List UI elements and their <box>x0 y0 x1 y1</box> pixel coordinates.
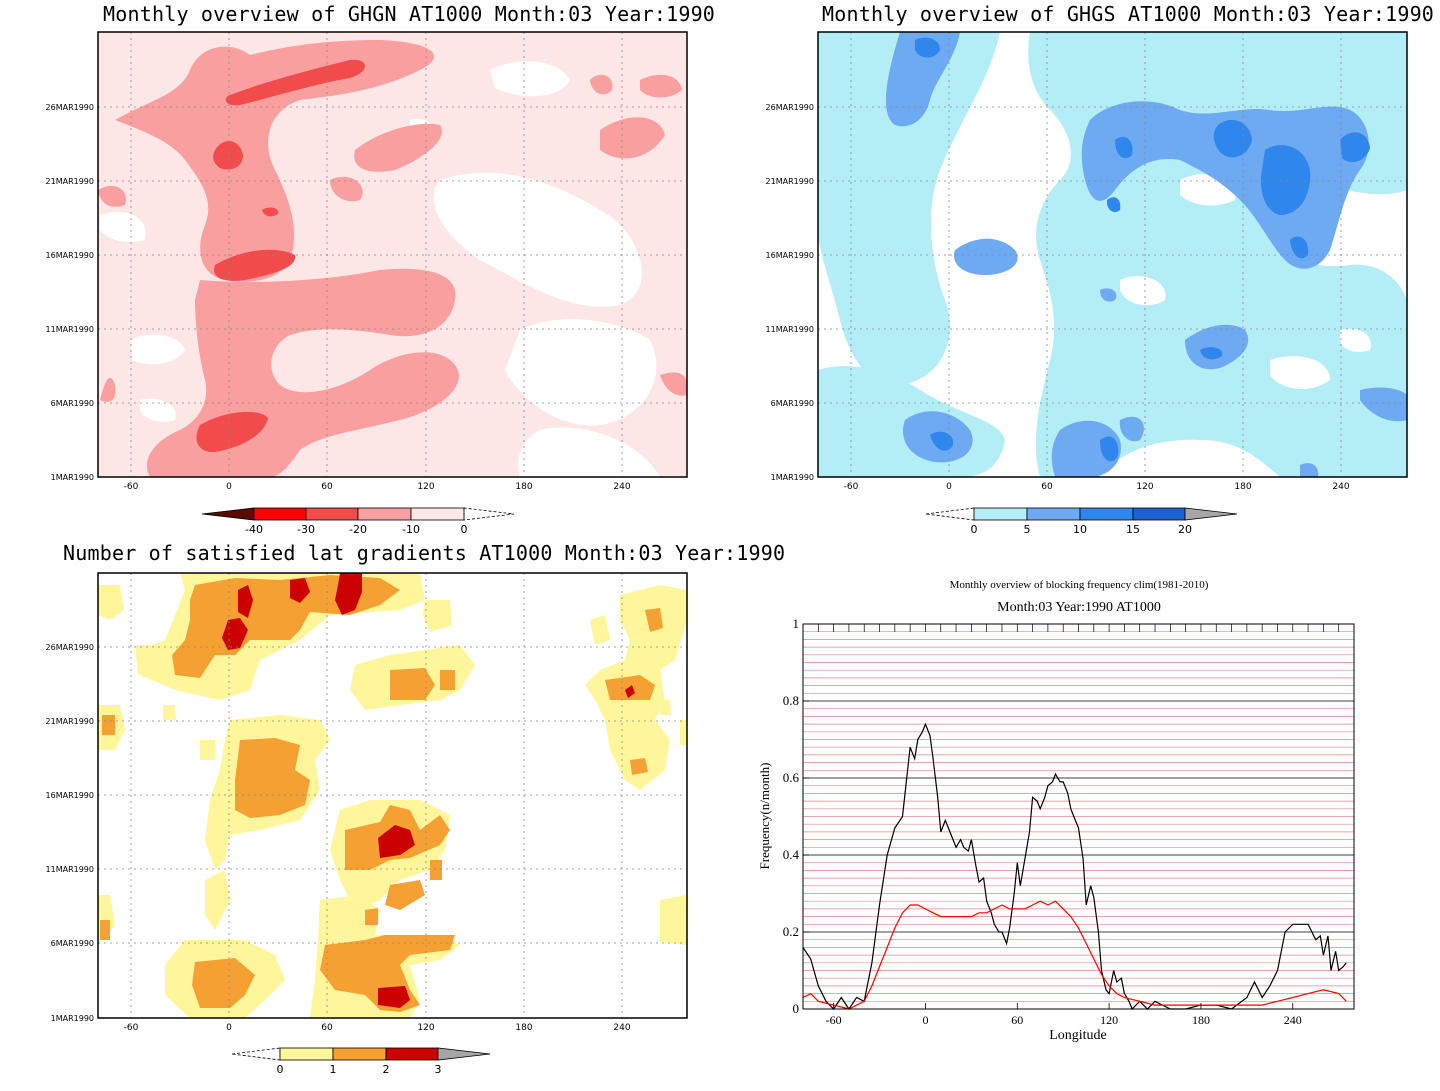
x-tick-label: 60 <box>1041 482 1053 492</box>
ghgs-contours <box>818 32 1407 477</box>
observed-frequency-line <box>802 722 1347 1011</box>
x-tick-label: 180 <box>1192 1013 1210 1027</box>
y-tick-label: 21MAR1990 <box>46 177 94 186</box>
y-tick-label: 6MAR1990 <box>51 399 94 408</box>
y-tick-label: 21MAR1990 <box>766 177 814 186</box>
lat-gridlines <box>98 573 687 1018</box>
y-tick-label: 0.2 <box>783 924 799 939</box>
ghgn-contours <box>98 40 687 477</box>
line-chart-grid <box>803 631 1354 1002</box>
y-tick-label: 6MAR1990 <box>771 399 814 408</box>
y-tick-label: 6MAR1990 <box>51 939 94 948</box>
y-tick-label: 1MAR1990 <box>51 1014 94 1023</box>
y-tick-label: 21MAR1990 <box>46 717 94 726</box>
line-chart-ylabel: Frequency(n/month) <box>757 763 772 870</box>
y-tick-label: 0 <box>793 1001 800 1016</box>
lat-gradients-title: Number of satisfied lat gradients AT1000… <box>63 541 786 565</box>
x-tick-label: -60 <box>844 482 859 492</box>
x-tick-label: 0 <box>226 1023 232 1033</box>
x-tick-label: -60 <box>826 1013 842 1027</box>
colorbar-label: 3 <box>435 1063 442 1076</box>
colorbar-label: -40 <box>245 523 263 536</box>
y-tick-label: 0.6 <box>783 770 800 785</box>
colorbar-label: -10 <box>402 523 420 536</box>
x-tick-label: 0 <box>226 482 232 492</box>
y-tick-label: 26MAR1990 <box>46 643 94 652</box>
y-tick-label: 1MAR1990 <box>771 473 814 482</box>
y-tick-label: 0.8 <box>783 693 799 708</box>
y-tick-label: 11MAR1990 <box>46 865 94 874</box>
x-tick-label: 60 <box>1011 1013 1023 1027</box>
colorbar-label: 0 <box>277 1063 284 1076</box>
y-tick-label: 16MAR1990 <box>766 251 814 260</box>
x-tick-label: 0 <box>922 1013 928 1027</box>
ghgs-colorbar: 0 5 10 15 20 <box>925 507 1238 536</box>
blocking-frequency-chart: Monthly overview of blocking frequency c… <box>757 579 1355 1043</box>
x-tick-label: 180 <box>515 1023 532 1033</box>
line-chart-subtitle: Month:03 Year:1990 AT1000 <box>997 600 1161 615</box>
lat-gradients-map: -60 0 60 120 180 240 1MAR1990 6MAR1990 1… <box>46 572 688 1076</box>
ghgs-frame <box>817 31 1408 478</box>
x-tick-label: 0 <box>946 482 952 492</box>
x-tick-label: 120 <box>1100 1013 1118 1027</box>
ghgs-y-ticks: 1MAR1990 6MAR1990 11MAR1990 16MAR1990 21… <box>766 103 814 482</box>
ghgn-frame <box>97 31 688 478</box>
x-tick-label: 180 <box>515 482 532 492</box>
lat-frame <box>97 572 688 1019</box>
lat-x-ticks: -60 0 60 120 180 240 <box>124 1023 631 1033</box>
x-tick-label: 120 <box>1136 482 1153 492</box>
colorbar-label: 15 <box>1126 523 1140 536</box>
ghgn-colorbar: -40 -30 -20 -10 0 <box>201 507 515 536</box>
ghgs-x-ticks: -60 0 60 120 180 240 <box>844 482 1350 492</box>
colorbar-label: 10 <box>1073 523 1087 536</box>
y-tick-label: 26MAR1990 <box>766 103 814 112</box>
colorbar-label: -30 <box>297 523 315 536</box>
x-tick-label: 240 <box>1284 1013 1302 1027</box>
colorbar-label: 0 <box>461 523 468 536</box>
x-tick-label: 240 <box>613 1023 630 1033</box>
ghgs-gridlines <box>818 32 1407 477</box>
x-tick-label: 180 <box>1234 482 1251 492</box>
x-tick-label: 60 <box>321 1023 333 1033</box>
ghgn-gridlines <box>98 32 687 477</box>
y-tick-label: 11MAR1990 <box>766 325 814 334</box>
y-tick-label: 11MAR1990 <box>46 325 94 334</box>
line-chart-title: Monthly overview of blocking frequency c… <box>950 579 1209 591</box>
ghgn-y-ticks: 1MAR1990 6MAR1990 11MAR1990 16MAR1990 21… <box>46 103 94 482</box>
y-tick-label: 0.4 <box>783 847 800 862</box>
climatology-frequency-line <box>802 900 1347 1010</box>
y-tick-label: 1MAR1990 <box>51 473 94 482</box>
lat-colorbar: 0 1 2 3 <box>231 1047 491 1076</box>
colorbar-label: 0 <box>971 523 978 536</box>
x-tick-label: 240 <box>613 482 630 492</box>
line-chart-series <box>802 722 1347 1011</box>
line-chart-axes: -60 0 60 120 180 240 0 0.2 0.4 0.6 0.8 1 <box>783 616 1355 1027</box>
ghgs-map: -60 0 60 120 180 240 1MAR1990 6MAR1990 1… <box>766 31 1408 536</box>
lat-y-ticks: 1MAR1990 6MAR1990 11MAR1990 16MAR1990 21… <box>46 643 94 1023</box>
colorbar-label: -20 <box>349 523 367 536</box>
colorbar-label: 2 <box>383 1063 390 1076</box>
line-chart-xlabel: Longitude <box>1049 1028 1107 1043</box>
colorbar-label: 5 <box>1024 523 1031 536</box>
x-tick-label: 120 <box>417 1023 434 1033</box>
colorbar-label: 1 <box>330 1063 337 1076</box>
ghgn-x-ticks: -60 0 60 120 180 240 <box>124 482 631 492</box>
ghgn-title: Monthly overview of GHGN AT1000 Month:03… <box>103 2 716 26</box>
x-tick-label: 60 <box>321 482 333 492</box>
x-tick-label: -60 <box>124 1023 139 1033</box>
ghgs-title: Monthly overview of GHGS AT1000 Month:03… <box>822 2 1435 26</box>
colorbar-label: 20 <box>1178 523 1192 536</box>
ghgn-map: -60 0 60 120 180 240 1MAR1990 6MAR1990 1… <box>46 31 688 536</box>
y-tick-label: 1 <box>793 616 800 631</box>
x-tick-label: -60 <box>124 482 139 492</box>
x-tick-label: 240 <box>1332 482 1349 492</box>
lat-contours <box>98 573 687 1018</box>
x-tick-label: 120 <box>417 482 434 492</box>
y-tick-label: 16MAR1990 <box>46 791 94 800</box>
y-tick-label: 16MAR1990 <box>46 251 94 260</box>
y-tick-label: 26MAR1990 <box>46 103 94 112</box>
